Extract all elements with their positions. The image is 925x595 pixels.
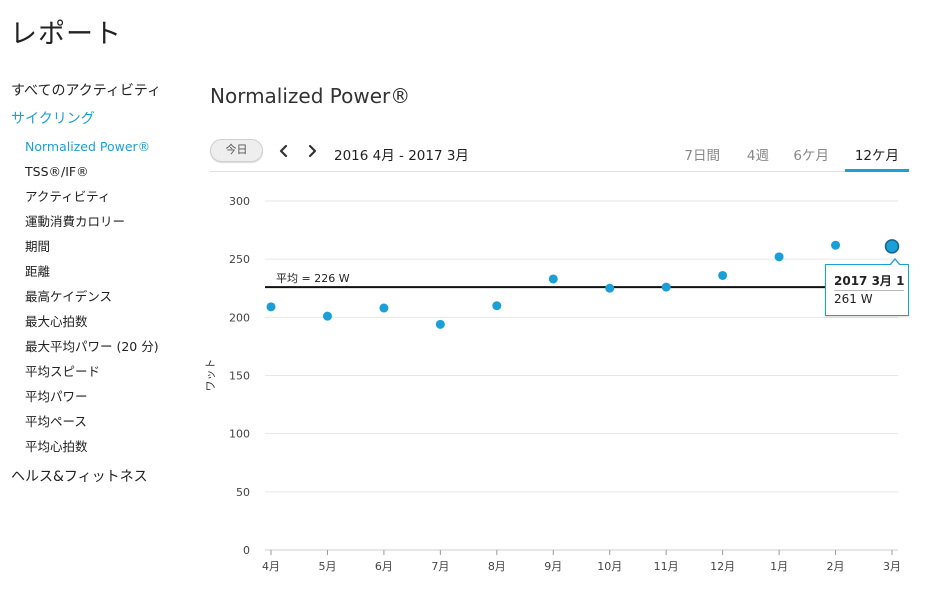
y-tick-label: 200 [229,311,250,324]
x-tick-label: 2月 [827,560,845,573]
x-tick-label: 1月 [770,560,788,573]
sidebar-item-avg-power[interactable]: 平均パワー [25,389,88,404]
x-tick-label: 11月 [654,560,679,573]
sidebar-item-max-cadence[interactable]: 最高ケイデンス [25,289,113,304]
sidebar-item-avg-speed[interactable]: 平均スピード [25,364,101,379]
average-label: 平均 = 226 W [276,272,350,285]
normalized-power-chart: 0 50 100 150 200 250 300 4月 5月 6月 7月 8月 9月 10月 11月 12月… [204,195,901,573]
sidebar-item-normalized-power[interactable]: Normalized Power® [25,139,151,154]
page-title: レポート [10,19,122,50]
date-toolbar: 今日 2016 4月 - 2017 3月 7日間 4週 6ケ月 12ケ月 [210,138,909,172]
sidebar-item-duration[interactable]: 期間 [25,239,51,254]
data-point[interactable] [774,252,784,262]
y-tick-label: 150 [229,370,250,383]
x-tick-label: 3月 [883,560,901,573]
tooltip-value: 261 W [834,292,873,306]
grid-lines [265,200,898,551]
x-tick-label: 8月 [488,560,506,573]
data-point[interactable] [266,302,276,312]
tooltip-date: 2017 3月 1 [834,274,905,288]
x-tick-label: 7月 [431,560,449,573]
data-point[interactable] [379,303,389,313]
y-tick-label: 250 [229,253,250,266]
sidebar-item-activities[interactable]: アクティビティ [25,189,111,204]
data-point[interactable] [831,240,841,250]
sidebar-item-max-heart-rate[interactable]: 最大心拍数 [25,314,88,329]
sidebar-item-tss-if[interactable]: TSS®/IF® [25,164,89,179]
tab-7-days[interactable]: 7日間 [684,148,720,164]
x-tick-label: 5月 [318,560,336,573]
tooltip-divider [834,290,904,291]
tab-4-weeks[interactable]: 4週 [746,148,769,164]
x-tick-label: 10月 [597,560,622,573]
x-tick-label: 4月 [262,560,280,573]
data-tooltip: 2017 3月 1 261 W [825,258,909,316]
tooltip-pointer-inner [890,260,900,266]
chevron-left-icon[interactable] [276,141,292,161]
sidebar-item-calories[interactable]: 運動消費カロリー [25,214,126,229]
data-point-highlighted[interactable] [884,239,900,254]
sidebar-item-all-activities[interactable]: すべてのアクティビティ [11,83,162,99]
y-tick-label: 0 [243,544,250,557]
tab-12-months[interactable]: 12ケ月 [854,148,899,164]
sidebar-item-health-fitness[interactable]: ヘルス&フィットネス [11,469,148,485]
data-point[interactable] [718,270,728,280]
data-point[interactable] [605,283,615,293]
sidebar-item-avg-heart-rate[interactable]: 平均心拍数 [25,439,88,454]
x-axis-ticks: 4月 5月 6月 7月 8月 9月 10月 11月 12月 1月 2月 3月 [262,550,901,573]
y-axis-ticks: 0 50 100 150 200 250 300 [229,195,250,557]
section-title: Normalized Power® [210,84,411,108]
x-tick-label: 12月 [710,560,735,573]
tab-6-months[interactable]: 6ケ月 [793,148,829,164]
x-tick-label: 6月 [375,560,393,573]
sidebar-item-max-avg-power[interactable]: 最大平均パワー (20 分) [25,339,159,354]
sidebar-item-distance[interactable]: 距離 [25,264,51,279]
data-point[interactable] [548,274,558,284]
cycling-sub-list: Normalized Power® TSS®/IF® アクティビティ 運動消費カ… [0,134,190,459]
data-point[interactable] [435,319,445,329]
active-tab-indicator [845,169,909,172]
y-axis-label: ワット [204,359,217,392]
x-tick-label: 9月 [544,560,562,573]
data-points [266,239,900,329]
chevron-right-icon[interactable] [304,141,320,161]
sidebar-item-cycling[interactable]: サイクリング [11,111,95,127]
sidebar-item-avg-pace[interactable]: 平均ペース [25,414,87,429]
date-range-label: 2016 4月 - 2017 3月 [334,148,469,164]
data-point[interactable] [661,282,671,292]
data-point[interactable] [322,311,332,321]
y-tick-label: 50 [236,486,250,499]
data-point[interactable] [492,301,502,311]
today-button[interactable]: 今日 [210,139,263,162]
sidebar: すべてのアクティビティ サイクリング Normalized Power® TSS… [0,80,190,489]
y-tick-label: 300 [229,195,250,208]
y-tick-label: 100 [229,428,250,441]
